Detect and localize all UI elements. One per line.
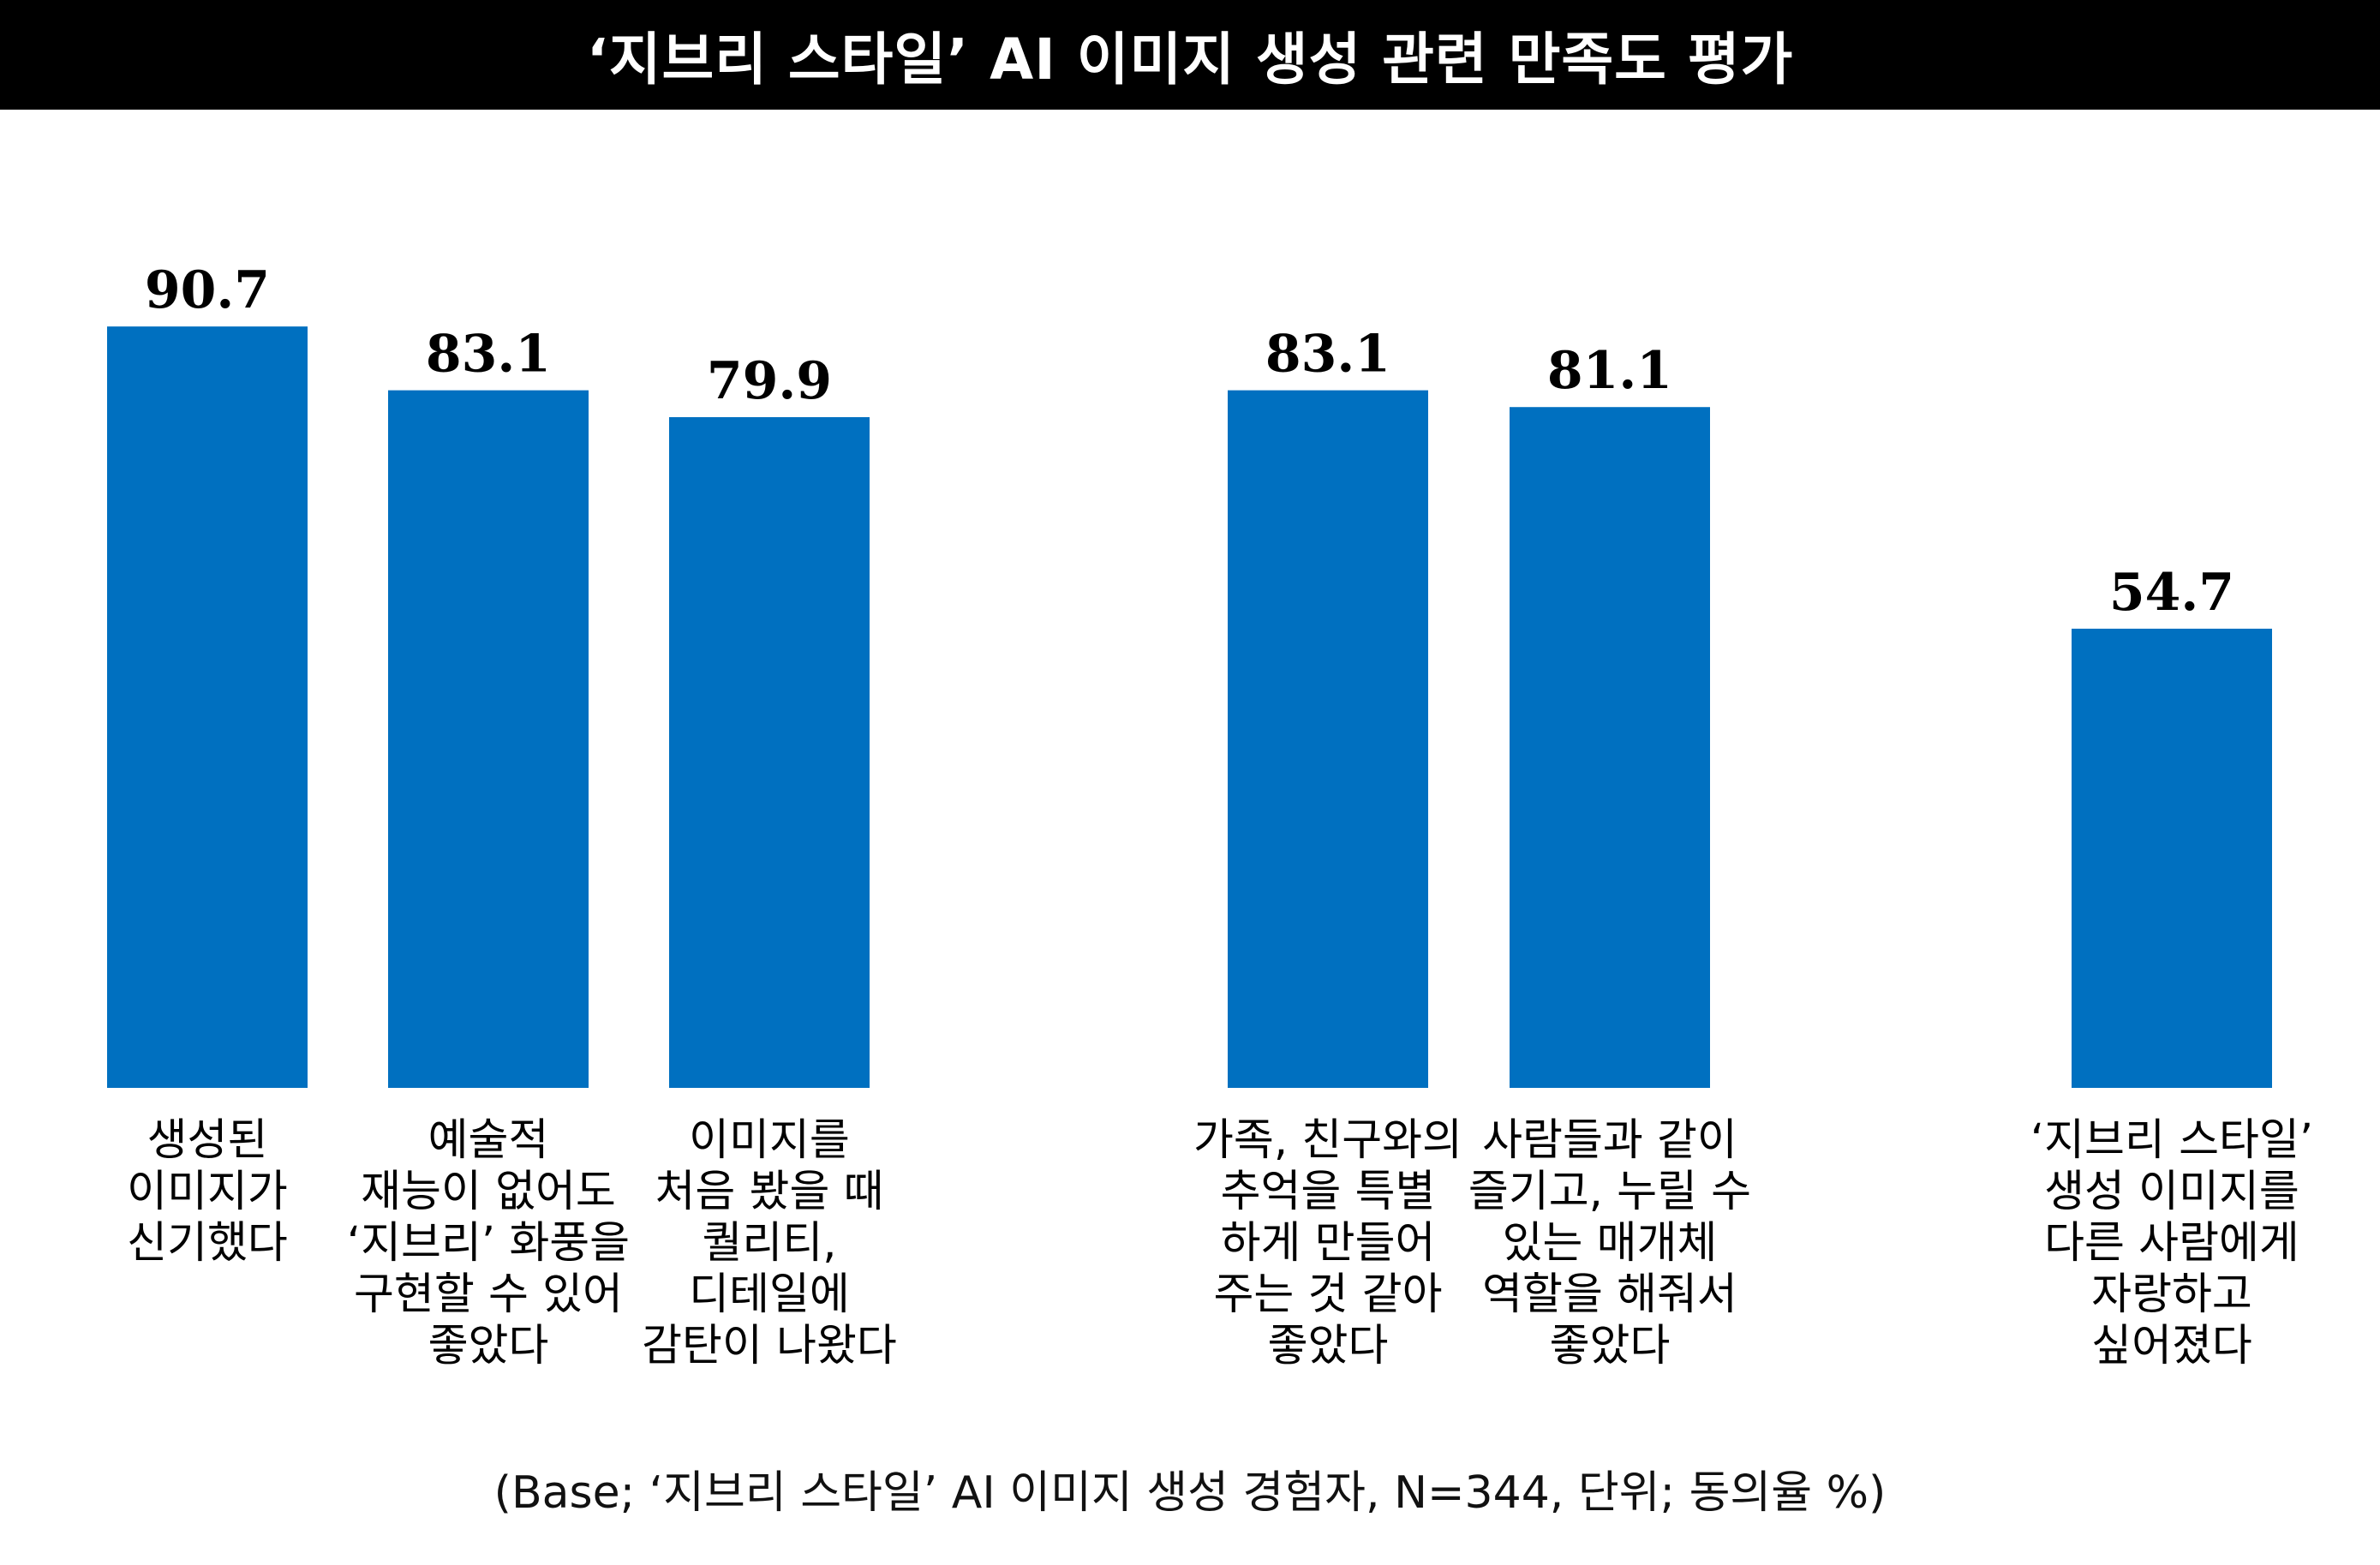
value-label-6: 54.7 <box>2109 563 2234 623</box>
category-label-1: 생성된 이미지가 신기했다 <box>127 1115 288 1269</box>
category-label-3: 이미지를 처음 봤을 때 퀄리티, 디테일에 감탄이 나왔다 <box>642 1115 897 1371</box>
chart-title: ‘지브리 스타일’ AI 이미지 생성 관련 만족도 평가 <box>586 27 1794 93</box>
title-bar: ‘지브리 스타일’ AI 이미지 생성 관련 만족도 평가 <box>0 0 2380 110</box>
category-label-2: 예술적 재능이 없어도 ‘지브리’ 화풍을 구현할 수 있어 좋았다 <box>346 1115 631 1371</box>
category-label-5: 사람들과 같이 즐기고, 누릴 수 있는 매개체 역할을 해줘서 좋았다 <box>1468 1115 1752 1371</box>
category-label-6: ‘지브리 스타일’ 생성 이미지를 다른 사람에게 자랑하고 싶어졌다 <box>2030 1115 2314 1371</box>
bar-2 <box>388 390 589 1088</box>
bar-4 <box>1228 390 1428 1088</box>
value-label-4: 83.1 <box>1265 325 1390 385</box>
value-label-2: 83.1 <box>426 325 551 385</box>
category-label-4: 가족, 친구와의 추억을 특별 하게 만들어 주는 것 같아 좋았다 <box>1193 1115 1462 1371</box>
bar-5 <box>1510 407 1710 1089</box>
value-label-1: 90.7 <box>145 260 270 320</box>
footnote: (Base; ‘지브리 스타일’ AI 이미지 생성 경험자, N=344, 단… <box>493 1467 1887 1519</box>
value-label-3: 79.9 <box>707 351 832 411</box>
bar-chart: 90.7 83.1 79.9 83.1 81.1 54.7 <box>107 260 2272 1089</box>
bar-1 <box>107 326 308 1088</box>
bar-6 <box>2072 628 2272 1088</box>
bar-3 <box>669 416 870 1089</box>
value-label-5: 81.1 <box>1547 341 1672 401</box>
